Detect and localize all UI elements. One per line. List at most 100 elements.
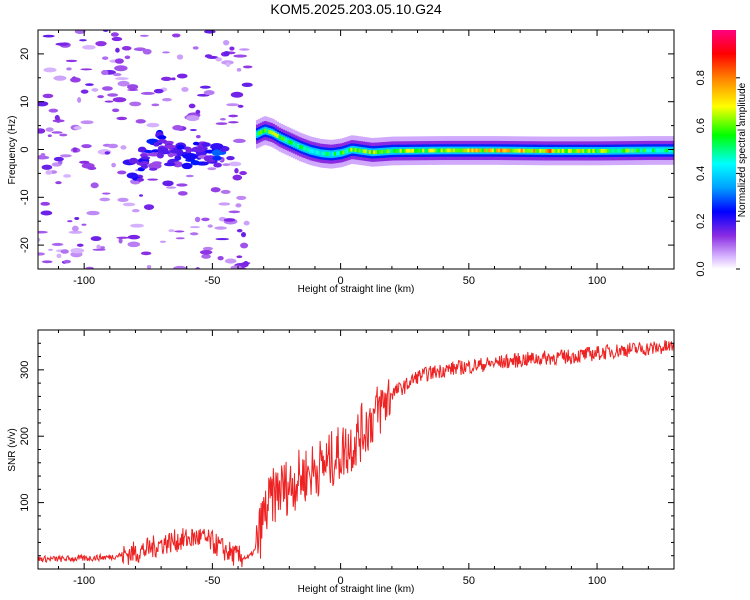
spectrogram-ridge-cell <box>586 149 589 153</box>
spectrogram-ridge-cell <box>358 148 361 153</box>
spectrogram-noise-blob <box>80 120 94 125</box>
spectrogram-ridge-cell <box>637 148 640 153</box>
spectrogram-ridge-cell <box>383 149 386 154</box>
spectrogram-noise-blob <box>79 160 90 164</box>
spectrogram-noise-blob <box>110 32 119 37</box>
spectrogram-noise-blob <box>51 131 63 134</box>
spectrogram-noise-blob <box>59 133 68 137</box>
spectrogram-noise-blob <box>118 237 123 244</box>
snr-x-axis-label: Height of straight line (km) <box>298 584 415 595</box>
spectrogram-noise-blob <box>66 67 72 71</box>
spectrogram-xtick-label: 0 <box>338 275 344 287</box>
spectrogram-noise-blob <box>65 59 78 63</box>
spectrogram-ridge-cell <box>604 148 608 153</box>
spectrogram-ridge-cell <box>360 148 364 153</box>
spectrogram-ridge-cell <box>442 148 446 153</box>
spectrogram-ridge-cell <box>473 148 476 153</box>
spectrogram-ridge-cell <box>664 148 667 153</box>
spectrogram-ridge-cell <box>569 149 573 153</box>
spectrogram-ridge-cell <box>276 134 279 138</box>
spectrogram-ridge-cell <box>372 150 376 155</box>
spectrogram-noise-blob <box>71 225 79 232</box>
spectrogram-noise-blob <box>236 255 243 259</box>
spectrogram-cluster-blob <box>148 151 160 157</box>
spectrogram-noise-blob <box>70 77 81 83</box>
spectrogram-noise-blob <box>130 223 144 228</box>
spectrogram-ridge-cell <box>479 148 483 153</box>
snr-line <box>38 340 674 568</box>
spectrogram-ridge-cell <box>672 148 674 153</box>
spectrogram-ridge-cell <box>335 151 339 156</box>
spectrogram-noise-blob <box>107 143 119 149</box>
spectrogram-ridge-cell <box>602 148 606 153</box>
snr-ytick-label: 300 <box>19 361 31 379</box>
spectrogram-ridge-cell <box>524 148 528 153</box>
spectrogram-noise-blob <box>38 155 50 160</box>
spectrogram-ridge-cell <box>551 149 554 153</box>
spectrogram-ridge-cell <box>594 149 597 153</box>
snr-xtick-label: 0 <box>338 575 344 587</box>
spectrogram-ridge-cell <box>446 148 450 153</box>
spectrogram-cluster-blob <box>211 149 222 157</box>
spectrogram-ridge-cell <box>303 146 306 151</box>
spectrogram-ridge-cell <box>635 148 638 153</box>
spectrogram-noise-blob <box>81 144 92 149</box>
spectrogram-ridge-cell <box>481 148 485 153</box>
spectrogram-ridge-cell <box>567 149 571 153</box>
spectrogram-cluster-blob <box>144 149 154 153</box>
spectrogram-noise-blob <box>122 202 136 207</box>
spectrogram-ridge-cell <box>434 148 437 153</box>
spectrogram-ridge-cell <box>374 150 378 155</box>
spectrogram-noise-blob <box>55 181 62 185</box>
spectrogram-cluster-blob <box>140 164 149 170</box>
spectrogram-noise-blob <box>236 229 243 233</box>
spectrogram-cluster-blob <box>212 155 222 161</box>
spectrogram-ridge-cell <box>590 149 593 153</box>
spectrogram-ridge-cell <box>323 151 327 156</box>
spectrogram-ridge-cell <box>350 147 353 152</box>
spectrogram-ridge-cell <box>297 144 300 148</box>
spectrogram-ridge-cell <box>391 149 394 153</box>
spectrogram-ridge-cell <box>393 149 396 153</box>
spectrogram-ridge-cell <box>561 149 565 153</box>
spectrogram-ridge-cell <box>555 149 558 153</box>
spectrogram-noise-blob <box>227 121 239 124</box>
spectrogram-noise-blob <box>56 253 62 259</box>
spectrogram-ridge-cell <box>471 148 474 153</box>
spectrogram-noise-blob <box>153 88 164 94</box>
spectrogram-ridge-cell <box>368 150 372 154</box>
spectrogram-ridge-cell <box>651 148 655 153</box>
spectrogram-noise-blob <box>151 103 160 107</box>
spectrogram-noise-blob <box>218 202 231 206</box>
spectrogram-ridge-cell <box>317 150 320 155</box>
spectrogram-ridge-cell <box>409 148 413 153</box>
spectrogram-ytick-label: 10 <box>19 96 31 108</box>
spectrogram-noise-blob <box>124 55 131 60</box>
spectrogram-noise-blob <box>201 217 210 222</box>
spectrogram-ridge-cell <box>342 150 345 155</box>
spectrogram-ridge-cell <box>514 148 517 153</box>
spectrogram-ridge-cell <box>502 148 505 153</box>
spectrogram-ridge-cell <box>649 148 653 153</box>
snr-ytick-label: 200 <box>19 427 31 445</box>
spectrogram-ridge-cell <box>547 149 550 153</box>
spectrogram-noise-blob <box>223 218 236 222</box>
spectrogram-noise-blob <box>41 164 53 170</box>
spectrogram-ridge-cell <box>338 151 341 156</box>
spectrogram-ridge-cell <box>520 148 524 153</box>
spectrogram-noise-blob <box>90 182 99 189</box>
spectrogram-ridge-cell <box>266 129 269 134</box>
spectrogram-ridge-cell <box>299 144 302 149</box>
spectrogram-ridge-cell <box>438 148 441 153</box>
spectrogram-cluster-blob <box>140 153 148 158</box>
spectrogram-ridge-cell <box>379 149 382 154</box>
spectrogram-ridge-cell <box>606 148 610 153</box>
colorbar-gradient <box>712 30 736 269</box>
spectrogram-noise-blob <box>226 103 239 107</box>
spectrogram-ridge-cell <box>416 148 419 153</box>
spectrogram-ridge-cell <box>385 149 388 154</box>
spectrogram-noise-blob <box>177 191 188 196</box>
spectrogram-noise-blob <box>243 220 250 226</box>
spectrogram-ridge-cell <box>264 128 267 133</box>
spectrogram-ridge-cell <box>588 149 591 153</box>
